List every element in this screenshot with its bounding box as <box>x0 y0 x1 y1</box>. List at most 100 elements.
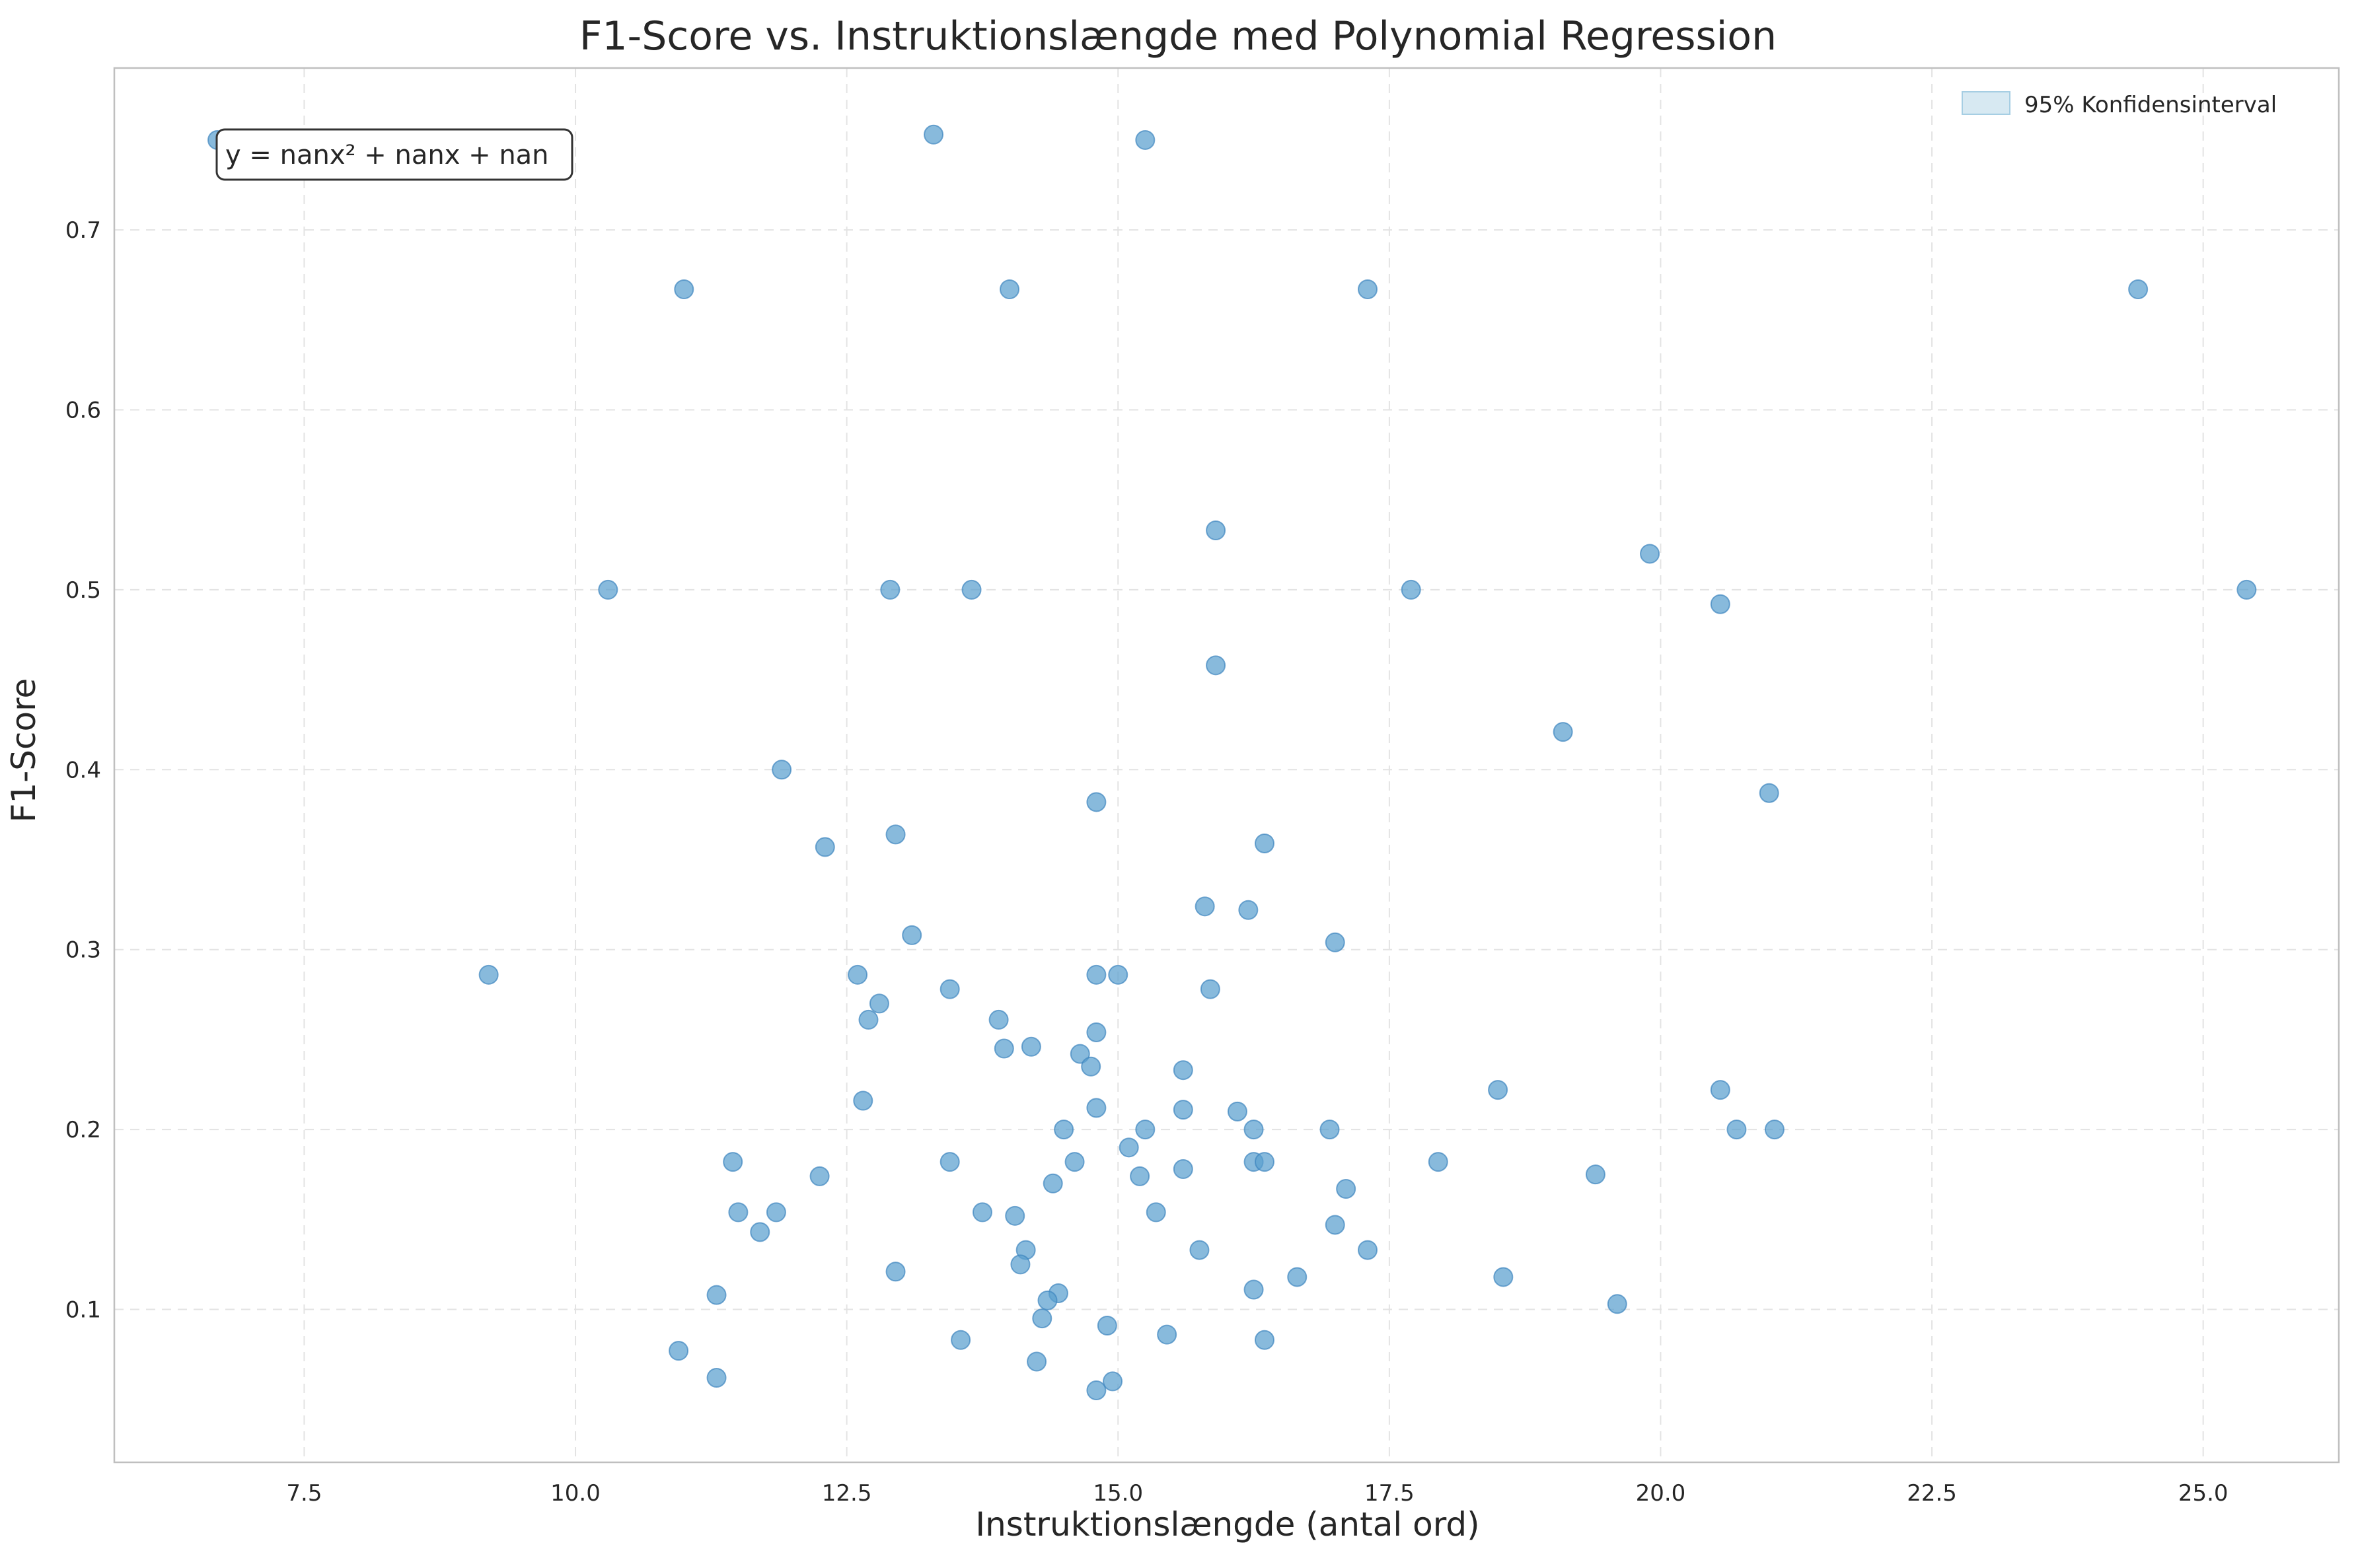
scatter-point <box>1325 1215 1345 1235</box>
scatter-point <box>924 124 944 145</box>
scatter-point <box>1200 979 1220 999</box>
x-tick-label: 20.0 <box>1636 1480 1686 1507</box>
scatter-point <box>961 579 982 600</box>
scatter-point <box>1135 1120 1156 1140</box>
x-tick-label: 22.5 <box>1907 1480 1957 1507</box>
scatter-point <box>848 964 868 985</box>
legend-swatch-confidence-interval <box>1962 91 2010 115</box>
scatter-point <box>1103 1371 1123 1392</box>
scatter-point <box>1086 1380 1107 1401</box>
scatter-point <box>1243 1279 1264 1300</box>
y-tick-label: 0.4 <box>65 757 101 783</box>
scatter-point <box>1119 1137 1139 1158</box>
scatter-point <box>1097 1315 1117 1336</box>
scatter-point <box>1726 1120 1747 1140</box>
scatter-point <box>598 579 618 600</box>
grid-lines <box>114 68 2339 1462</box>
scatter-point <box>669 1341 689 1361</box>
scatter-point <box>1319 1120 1340 1140</box>
scatter-point <box>1336 1178 1356 1199</box>
scatter-point <box>1206 655 1226 676</box>
scatter-point <box>1135 129 1156 150</box>
scatter-point <box>674 279 694 300</box>
scatter-point <box>1086 1022 1107 1042</box>
scatter-point <box>1157 1324 1177 1345</box>
scatter-point <box>1000 279 1020 300</box>
scatter-point <box>1358 1240 1378 1260</box>
y-tick-label: 0.1 <box>65 1297 101 1323</box>
plot-area-border <box>113 67 2340 1464</box>
scatter-point <box>1206 520 1226 541</box>
scatter-point <box>1173 1159 1193 1180</box>
scatter-point <box>1037 1290 1058 1310</box>
y-tick-label: 0.5 <box>65 577 101 604</box>
equation-box-frame <box>215 128 573 181</box>
scatter-point <box>728 1202 749 1223</box>
scatter-point <box>1227 1101 1247 1122</box>
scatter-point <box>1027 1351 1047 1372</box>
scatter-point <box>1428 1152 1448 1172</box>
scatter-point <box>1005 1205 1025 1226</box>
scatter-point <box>1043 1173 1063 1194</box>
scatter-point <box>885 1262 906 1282</box>
scatter-point <box>1086 1098 1107 1118</box>
scatter-point <box>988 1009 1009 1030</box>
scatter-point <box>1238 900 1259 920</box>
scatter-point <box>1358 279 1378 300</box>
scatter-point <box>1759 783 1779 803</box>
scatter-point <box>869 993 889 1014</box>
legend-label-confidence-interval: 95% Konfidensinterval <box>2024 92 2277 118</box>
scatter-point <box>809 1166 830 1186</box>
scatter-point <box>1054 1120 1074 1140</box>
scatter-point <box>1032 1308 1052 1329</box>
y-tick-labels: 0.1 0.2 0.3 0.4 0.5 0.6 0.7 <box>65 217 101 1323</box>
x-tick-label: 12.5 <box>822 1480 872 1507</box>
x-tick-labels: 7.5 10.0 12.5 15.0 17.5 20.0 22.5 25.0 <box>286 1480 2228 1507</box>
scatter-point <box>951 1330 971 1350</box>
scatter-point <box>1064 1152 1085 1172</box>
scatter-point <box>1401 579 1421 600</box>
y-axis-label: F1-Score <box>5 678 43 823</box>
scatter-point <box>1195 896 1215 917</box>
scatter-point <box>1254 1330 1274 1350</box>
scatter-point <box>706 1285 727 1305</box>
scatter-point <box>1640 544 1660 564</box>
x-tick-label: 17.5 <box>1364 1480 1415 1507</box>
scatter-point <box>815 837 835 857</box>
scatter-point <box>1086 792 1107 812</box>
x-tick-label: 7.5 <box>286 1480 322 1507</box>
scatter-point <box>1146 1202 1166 1223</box>
y-tick-label: 0.7 <box>65 217 101 244</box>
scatter-point <box>1108 964 1128 985</box>
scatter-point <box>766 1202 786 1223</box>
x-axis-label: Instruktionslængde (antal ord) <box>975 1505 1479 1544</box>
scatter-point <box>1130 1166 1150 1186</box>
legend: 95% Konfidensinterval <box>1962 91 2277 118</box>
plot-frame <box>113 67 2340 1464</box>
scatter-point <box>885 824 906 845</box>
scatter-point <box>1254 1152 1274 1172</box>
scatter-point <box>750 1222 770 1242</box>
scatter-point <box>1325 932 1345 952</box>
scatter-point <box>1553 722 1573 742</box>
scatter-point <box>880 579 901 600</box>
scatter-point <box>940 979 960 999</box>
x-tick-label: 25.0 <box>2178 1480 2229 1507</box>
scatter-point <box>858 1009 879 1030</box>
scatter-point <box>853 1090 873 1111</box>
scatter-point <box>1243 1120 1264 1140</box>
chart-title: F1-Score vs. Instruktionslængde med Poly… <box>579 13 1777 59</box>
scatter-point <box>1173 1060 1193 1081</box>
scatter-point <box>972 1202 992 1223</box>
scatter-point <box>1493 1267 1514 1287</box>
scatter-point <box>772 760 792 780</box>
scatter-point <box>2128 279 2149 300</box>
scatter-point <box>478 964 499 985</box>
scatter-point <box>940 1152 960 1172</box>
scatter-point <box>723 1152 743 1172</box>
scatter-point <box>1173 1100 1193 1120</box>
x-tick-label: 15.0 <box>1093 1480 1143 1507</box>
